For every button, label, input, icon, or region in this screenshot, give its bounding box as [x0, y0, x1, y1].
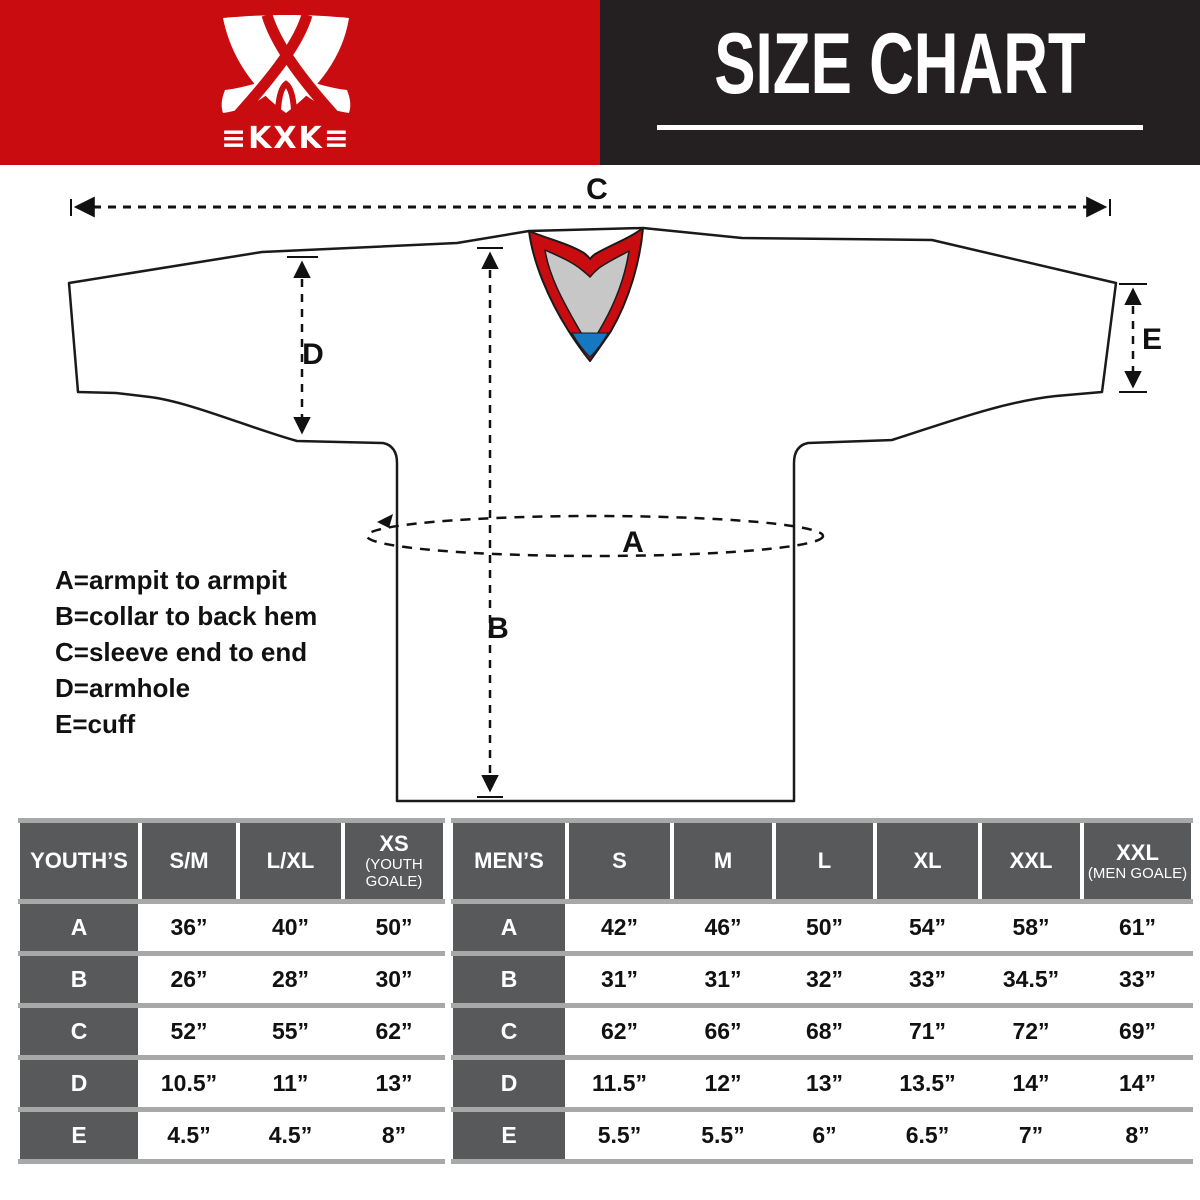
size-cell: 50”: [343, 904, 445, 951]
size-cell: 6”: [774, 1112, 875, 1159]
row-label: B: [451, 956, 567, 1003]
size-cell: 42”: [567, 904, 672, 951]
legend-line-b: B=collar to back hem: [55, 601, 318, 631]
size-cell: 36”: [140, 904, 238, 951]
size-cell: 58”: [980, 904, 1082, 951]
jersey-diagram: [67, 196, 1147, 803]
size-cell: 4.5”: [238, 1112, 343, 1159]
size-cell: 13”: [774, 1060, 875, 1107]
label-E: E: [1141, 323, 1163, 356]
size-cell: 4.5”: [140, 1112, 238, 1159]
size-cell: 10.5”: [140, 1060, 238, 1107]
legend-line-e: E=cuff: [55, 709, 136, 739]
size-cell: 50”: [774, 904, 875, 951]
size-tables: YOUTH’S S/M L/XL XS (YOUTH GOALE) A 36” 40” 50” B…: [18, 818, 1193, 1164]
size-cell: 66”: [672, 1008, 774, 1055]
size-cell: 12”: [672, 1060, 774, 1107]
page-title: SIZE CHART: [714, 15, 1086, 112]
row-label: B: [18, 956, 140, 1003]
size-cell: 8”: [1082, 1112, 1193, 1159]
row-label: A: [18, 904, 140, 951]
title-underline: [657, 125, 1143, 130]
size-cell: 6.5”: [875, 1112, 980, 1159]
row-label: D: [451, 1060, 567, 1107]
size-cell: 7”: [980, 1112, 1082, 1159]
label-A: A: [622, 526, 644, 559]
size-cell: 71”: [875, 1008, 980, 1055]
row-label: C: [451, 1008, 567, 1055]
label-B: B: [487, 612, 509, 645]
collar-blue-insert: [571, 332, 609, 358]
col-header: XL: [875, 823, 980, 899]
col-header: L/XL: [238, 823, 343, 899]
measure-A-ellipse: [365, 514, 825, 558]
size-cell: 33”: [875, 956, 980, 1003]
size-cell: 55”: [238, 1008, 343, 1055]
table-title: MEN’S: [451, 823, 567, 899]
size-cell: 5.5”: [672, 1112, 774, 1159]
size-cell: 69”: [1082, 1008, 1193, 1055]
col-header: XS (YOUTH GOALE): [343, 823, 445, 899]
size-cell: 31”: [672, 956, 774, 1003]
size-cell: 62”: [343, 1008, 445, 1055]
collar-inner: [544, 249, 630, 347]
row-label: C: [18, 1008, 140, 1055]
col-header: L: [774, 823, 875, 899]
col-header: XXL (MEN GOALE): [1082, 823, 1193, 899]
size-cell: 28”: [238, 956, 343, 1003]
size-cell: 14”: [1082, 1060, 1193, 1107]
size-cell: 5.5”: [567, 1112, 672, 1159]
size-cell: 54”: [875, 904, 980, 951]
col-header: S/M: [140, 823, 238, 899]
col-header: S: [567, 823, 672, 899]
size-table-youth: YOUTH’S S/M L/XL XS (YOUTH GOALE) A 36” 40” 50” B…: [18, 818, 445, 1164]
legend-line-c: C=sleeve end to end: [55, 637, 308, 667]
size-cell: 40”: [238, 904, 343, 951]
size-cell: 52”: [140, 1008, 238, 1055]
size-cell: 26”: [140, 956, 238, 1003]
size-cell: 33”: [1082, 956, 1193, 1003]
brand-logo-text: ≡KXK≡: [221, 121, 351, 156]
size-cell: 13”: [343, 1060, 445, 1107]
table-title: YOUTH’S: [18, 823, 140, 899]
size-cell: 30”: [343, 956, 445, 1003]
size-cell: 72”: [980, 1008, 1082, 1055]
size-cell: 61”: [1082, 904, 1193, 951]
size-cell: 14”: [980, 1060, 1082, 1107]
row-label: A: [451, 904, 567, 951]
size-cell: 8”: [343, 1112, 445, 1159]
row-label: D: [18, 1060, 140, 1107]
header-red-panel: ≡KXK≡: [0, 0, 600, 165]
size-cell: 46”: [672, 904, 774, 951]
jersey-outline: [67, 226, 1118, 803]
size-cell: 34.5”: [980, 956, 1082, 1003]
measurement-legend: A=armpit to armpit B=collar to back hem …: [55, 562, 317, 742]
size-cell: 11”: [238, 1060, 343, 1107]
size-cell: 62”: [567, 1008, 672, 1055]
size-cell: 31”: [567, 956, 672, 1003]
size-cell: 13.5”: [875, 1060, 980, 1107]
header-black-panel: SIZE CHART: [600, 0, 1200, 165]
legend-line-d: D=armhole: [55, 673, 191, 703]
col-header: XXL: [980, 823, 1082, 899]
brand-logo-icon: ≡KXK≡: [221, 13, 351, 156]
size-cell: 11.5”: [567, 1060, 672, 1107]
size-cell: 32”: [774, 956, 875, 1003]
col-header: M: [672, 823, 774, 899]
legend-line-a: A=armpit to armpit: [55, 565, 287, 595]
size-table-men: MEN’S S M L XL XXL XXL (MEN GOALE) A 42” 46” 50” 54”…: [451, 818, 1193, 1164]
label-D: D: [302, 338, 324, 371]
size-cell: 68”: [774, 1008, 875, 1055]
row-label: E: [451, 1112, 567, 1159]
label-C: C: [586, 173, 608, 206]
row-label: E: [18, 1112, 140, 1159]
